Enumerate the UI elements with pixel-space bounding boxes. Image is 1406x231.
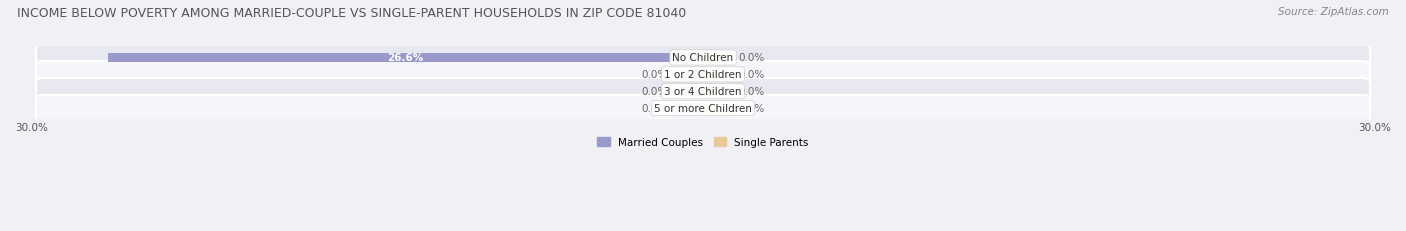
FancyBboxPatch shape	[37, 79, 1369, 105]
Text: 26.6%: 26.6%	[387, 53, 423, 63]
Bar	[676, 70, 703, 80]
Legend: Married Couples, Single Parents: Married Couples, Single Parents	[593, 134, 813, 152]
Text: 0.0%: 0.0%	[641, 70, 668, 80]
Bar	[107, 54, 703, 63]
Text: Source: ZipAtlas.com: Source: ZipAtlas.com	[1278, 7, 1389, 17]
Text: 0.0%: 0.0%	[641, 104, 668, 114]
Text: 5 or more Children: 5 or more Children	[654, 104, 752, 114]
Text: 0.0%: 0.0%	[738, 87, 765, 97]
Text: 0.0%: 0.0%	[738, 70, 765, 80]
Text: 0.0%: 0.0%	[738, 53, 765, 63]
Text: 0.0%: 0.0%	[738, 104, 765, 114]
Text: 0.0%: 0.0%	[641, 87, 668, 97]
FancyBboxPatch shape	[37, 45, 1369, 71]
Bar	[676, 87, 703, 96]
FancyBboxPatch shape	[37, 62, 1369, 88]
Bar	[703, 54, 730, 63]
FancyBboxPatch shape	[37, 95, 1369, 122]
Bar	[676, 104, 703, 113]
Bar	[703, 70, 730, 80]
Bar	[703, 104, 730, 113]
Text: No Children: No Children	[672, 53, 734, 63]
Text: 1 or 2 Children: 1 or 2 Children	[664, 70, 742, 80]
Text: 3 or 4 Children: 3 or 4 Children	[664, 87, 742, 97]
Text: INCOME BELOW POVERTY AMONG MARRIED-COUPLE VS SINGLE-PARENT HOUSEHOLDS IN ZIP COD: INCOME BELOW POVERTY AMONG MARRIED-COUPL…	[17, 7, 686, 20]
Bar	[703, 87, 730, 96]
